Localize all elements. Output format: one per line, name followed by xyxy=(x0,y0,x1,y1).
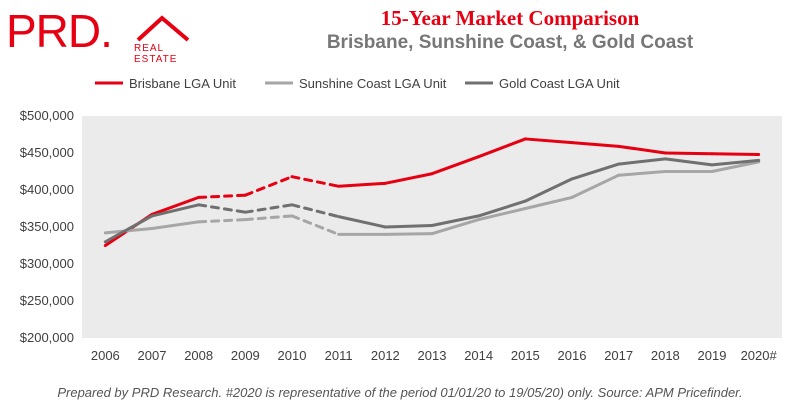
prd-logo: PRD. REAL ESTATE xyxy=(6,5,206,65)
footer-note: Prepared by PRD Research. #2020 is repre… xyxy=(57,385,743,400)
x-axis: 2006 2007 2008 2009 2010 2011 2012 2013 2014 2015… xyxy=(91,348,778,363)
x-tick-label: 2020# xyxy=(741,348,778,363)
series-lines xyxy=(103,137,761,247)
line-segment xyxy=(523,137,574,145)
line-segment xyxy=(383,232,434,236)
line-segment xyxy=(383,224,434,229)
line-segment xyxy=(430,214,481,228)
legend-entry: Gold Coast LGA Unit xyxy=(465,76,620,91)
x-tick-label: 2013 xyxy=(418,348,447,363)
logo-tagline: REAL ESTATE xyxy=(134,43,178,65)
legend-label: Sunshine Coast LGA Unit xyxy=(299,76,447,91)
logo-wordmark: PRD. xyxy=(6,5,113,57)
line-segment xyxy=(523,177,574,203)
y-tick-label: $200,000 xyxy=(20,330,74,345)
x-tick-label: 2017 xyxy=(604,348,633,363)
line-segment xyxy=(103,214,154,244)
y-tick-label: $350,000 xyxy=(20,219,74,234)
x-tick-label: 2008 xyxy=(184,348,213,363)
line-segment xyxy=(290,214,341,236)
line-segment xyxy=(710,160,761,173)
line-segment xyxy=(337,181,387,188)
chart-subtitle: Brisbane, Sunshine Coast, & Gold Coast xyxy=(326,32,694,53)
chart-title-block: 15-Year Market Comparison Brisbane, Suns… xyxy=(210,6,800,56)
legend-label: Brisbane LGA Unit xyxy=(129,76,236,91)
y-tick-label: $300,000 xyxy=(20,256,74,271)
line-segment xyxy=(617,157,667,166)
x-tick-label: 2006 xyxy=(91,348,120,363)
line-segment xyxy=(570,162,621,181)
line-segment xyxy=(570,141,621,148)
legend-entry: Brisbane LGA Unit xyxy=(95,76,236,91)
line-segment xyxy=(617,144,667,155)
line-segment xyxy=(290,175,341,188)
series-line xyxy=(103,157,761,244)
y-axis: $200,000 $250,000 $300,000 $350,000 $400,000… xyxy=(20,108,74,345)
line-segment xyxy=(710,158,761,167)
line-segment xyxy=(150,195,201,216)
line-segment xyxy=(243,203,294,214)
x-tick-label: 2018 xyxy=(651,348,680,363)
x-tick-label: 2014 xyxy=(464,348,493,363)
y-tick-label: $500,000 xyxy=(20,108,74,123)
line-segment xyxy=(617,170,667,177)
legend-label: Gold Coast LGA Unit xyxy=(499,76,620,91)
line-segment xyxy=(103,226,154,235)
line-segment xyxy=(383,172,434,185)
chart-title: 15-Year Market Comparison xyxy=(380,6,640,30)
x-tick-label: 2016 xyxy=(558,348,587,363)
x-tick-label: 2010 xyxy=(278,348,307,363)
line-segment xyxy=(150,203,201,218)
house-roof-icon xyxy=(136,15,190,42)
line-segment xyxy=(243,175,294,197)
line-segment xyxy=(430,155,481,176)
x-tick-label: 2015 xyxy=(511,348,540,363)
legend: Brisbane LGA Unit Sunshine Coast LGA Unit… xyxy=(95,76,620,91)
line-segment xyxy=(197,203,247,214)
line-segment xyxy=(197,193,247,199)
line-segment xyxy=(477,207,527,222)
line-segment xyxy=(290,203,341,219)
line-segment xyxy=(663,151,714,156)
line-segment xyxy=(710,152,761,156)
legend-entry: Sunshine Coast LGA Unit xyxy=(265,76,447,91)
x-tick-label: 2019 xyxy=(698,348,727,363)
line-segment xyxy=(477,199,527,218)
x-tick-label: 2007 xyxy=(138,348,167,363)
line-segment xyxy=(150,220,201,230)
series-line xyxy=(103,160,761,236)
y-tick-label: $400,000 xyxy=(20,182,74,197)
line-segment xyxy=(477,137,527,159)
line-segment xyxy=(523,195,574,210)
line-segment xyxy=(570,173,621,199)
y-tick-label: $250,000 xyxy=(20,293,74,308)
line-segment xyxy=(337,215,387,229)
line-segment xyxy=(197,218,247,224)
line-segment xyxy=(430,218,481,236)
y-tick-label: $450,000 xyxy=(20,145,74,160)
x-tick-label: 2009 xyxy=(231,348,260,363)
line-segment xyxy=(243,214,294,222)
x-tick-label: 2011 xyxy=(325,348,353,363)
x-tick-label: 2012 xyxy=(371,348,400,363)
line-segment xyxy=(663,157,714,167)
